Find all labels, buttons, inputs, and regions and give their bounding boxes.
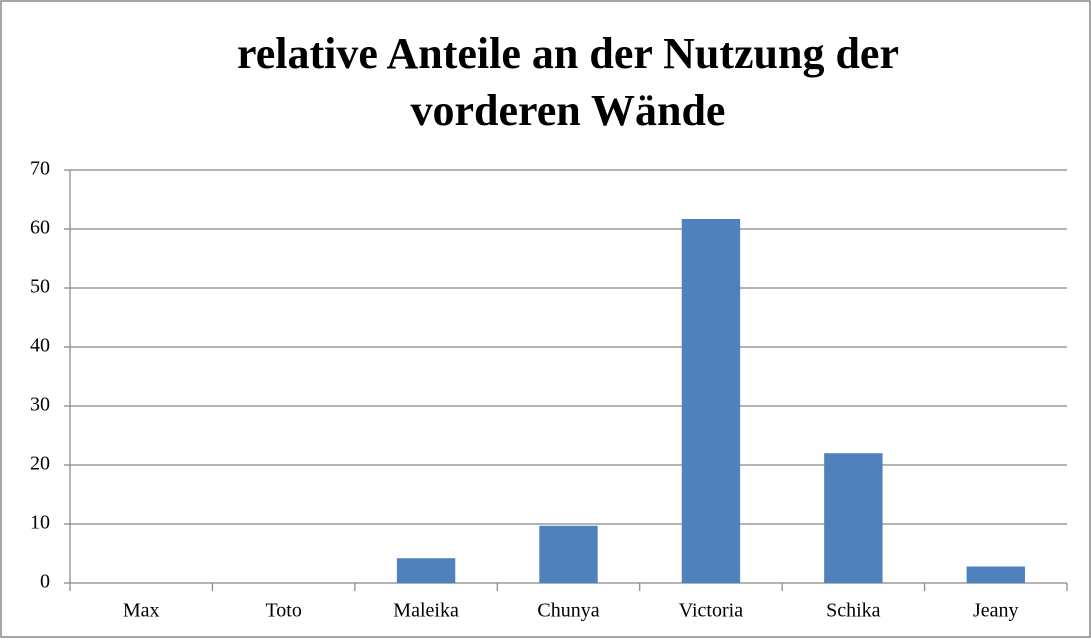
bar <box>539 525 598 583</box>
y-tick-label: 60 <box>30 217 50 239</box>
x-tick-label: Victoria <box>679 600 743 622</box>
x-tick-label: Jeany <box>973 600 1019 622</box>
bar <box>681 218 741 583</box>
bar <box>966 566 1025 583</box>
y-tick-label: 30 <box>30 394 50 416</box>
y-tick-label: 70 <box>30 158 50 180</box>
chart-title: relative Anteile an der Nutzung der <box>237 29 899 78</box>
x-tick-label: Schika <box>826 600 881 622</box>
bar <box>824 453 883 583</box>
x-tick-label: Toto <box>265 600 301 622</box>
y-tick-label: 20 <box>30 453 50 475</box>
y-tick-label: 10 <box>30 512 50 534</box>
y-tick-label: 40 <box>30 335 50 357</box>
x-tick-label: Max <box>123 600 160 622</box>
bar <box>396 558 456 583</box>
x-tick-label: Maleika <box>393 600 459 622</box>
y-tick-label: 50 <box>30 276 50 298</box>
x-tick-label: Chunya <box>537 600 599 622</box>
y-tick-label: 0 <box>40 571 50 593</box>
chart-title: vorderen Wände <box>411 86 726 135</box>
